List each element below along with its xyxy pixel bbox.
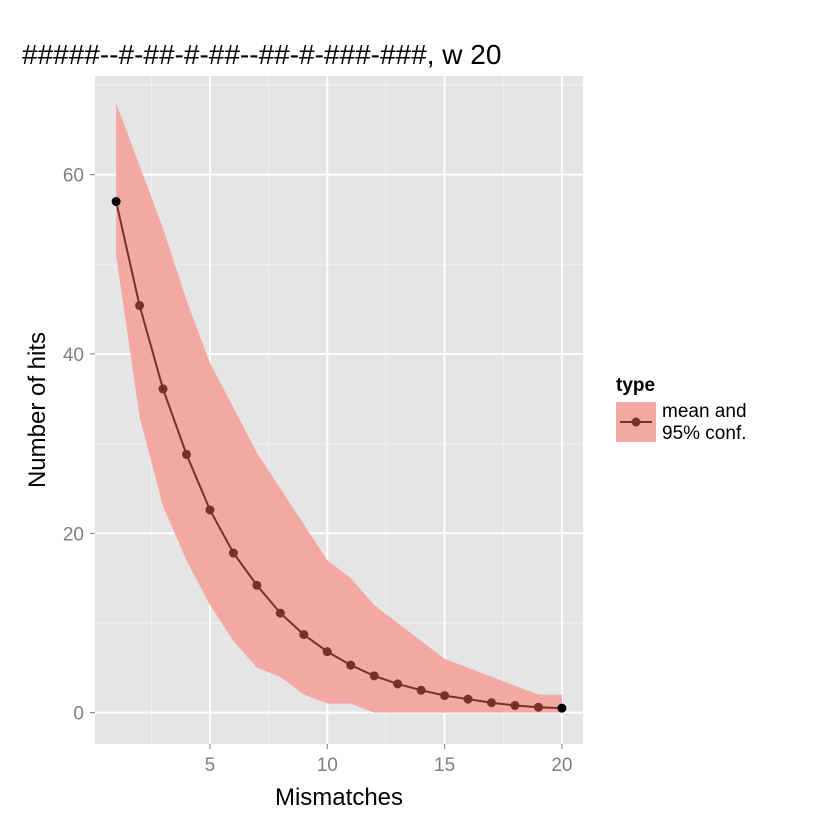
data-point [228,548,238,558]
data-point [510,700,520,710]
x-axis-title: Mismatches [275,784,403,811]
confidence-ribbon [116,102,562,713]
data-point [416,685,426,695]
data-point [275,608,285,618]
x-tick-label: 20 [551,755,572,776]
legend-title: type [616,375,655,396]
data-point [158,384,168,394]
y-axis-title: Number of hits [24,332,51,488]
y-tick-label: 0 [73,704,84,725]
data-point [346,660,356,670]
data-point [557,703,567,713]
grid-minor [95,76,583,744]
data-point [299,630,309,640]
data-point [463,694,473,704]
data-point [322,647,332,657]
data-point [205,505,215,515]
data-point [111,197,121,207]
y-tick-label: 40 [63,345,84,366]
y-tick-label: 60 [63,166,84,187]
x-tick-label: 5 [205,755,216,776]
x-tick-label: 15 [434,755,455,776]
data-point [393,679,403,689]
x-axis-ticks: 5 10 15 20 [205,744,572,776]
data-point [369,671,379,681]
data-point [135,301,145,311]
confidence-ribbon-layer [116,102,562,713]
chart-title: #####--#-##-#-##--##-#-###-###, w 20 [22,39,501,70]
y-axis-ticks: 0 20 40 60 [63,166,95,725]
data-point [182,449,191,459]
x-tick-label: 10 [317,755,338,776]
data-point [440,691,450,701]
legend: type mean and 95% conf. [616,375,747,444]
points-layer [111,197,567,713]
legend-key-point [631,417,641,427]
legend-label: mean and 95% conf. [662,401,747,444]
y-tick-label: 20 [63,524,84,545]
data-point [533,702,543,712]
data-point [487,698,496,708]
data-point [252,580,262,590]
